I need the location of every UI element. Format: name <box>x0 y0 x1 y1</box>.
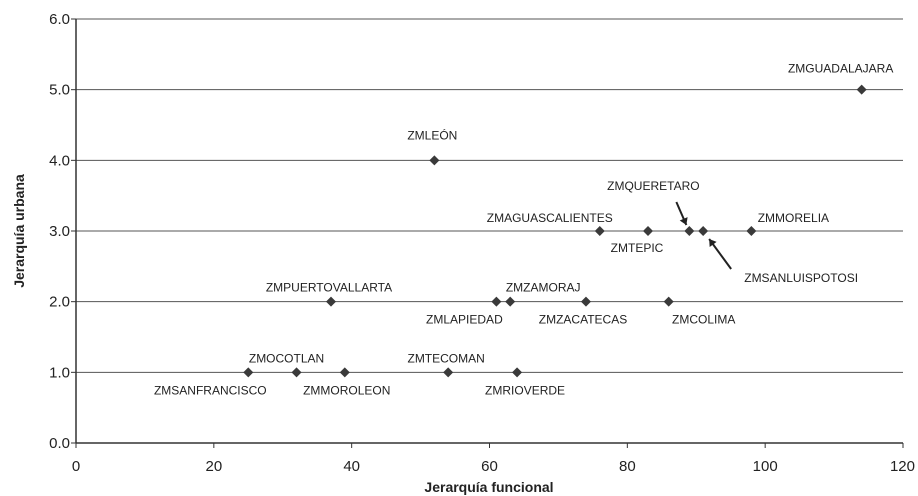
data-point-marker <box>243 367 254 378</box>
data-point-label: ZMAGUASCALIENTES <box>487 211 613 225</box>
data-point-label: ZMMORELIA <box>758 211 829 225</box>
x-tick-label: 40 <box>343 458 360 475</box>
data-point-marker <box>291 367 302 378</box>
y-tick-label: 0.0 <box>49 435 70 452</box>
grid-lines <box>76 18 903 373</box>
data-point-marker <box>429 155 440 166</box>
data-point-label: ZMOCOTLAN <box>249 351 324 365</box>
x-tick-label: 60 <box>481 458 498 475</box>
point-labels: ZMSANFRANCISCO ZMOCOTLAN ZMMOROLEON ZMTECOM… <box>154 62 893 398</box>
data-point-marker <box>856 84 867 95</box>
data-point-label: ZMZAMORAJ <box>506 281 581 295</box>
x-tick-label: 100 <box>753 458 778 475</box>
data-point-label: ZMSANLUISPOTOSI <box>744 271 858 285</box>
data-point-marker <box>505 296 516 307</box>
data-point-marker <box>594 226 605 236</box>
data-point-label: ZMMOROLEON <box>303 383 390 397</box>
data-point-marker <box>325 296 336 307</box>
y-tick-label: 6.0 <box>49 11 70 28</box>
data-point-label: ZMGUADALAJARA <box>788 62 893 76</box>
data-point-label: ZMTECOMAN <box>407 351 484 365</box>
y-axis-title: Jerarquía urbana <box>11 174 27 288</box>
data-point-label: ZMLAPIEDAD <box>426 313 503 327</box>
data-point-label: ZMZACATECAS <box>539 313 627 327</box>
data-point-marker <box>684 226 695 236</box>
data-point-marker <box>491 296 502 307</box>
data-point-marker <box>512 367 523 378</box>
data-point-marker <box>746 226 757 236</box>
data-point-label: ZMRIOVERDE <box>485 383 565 397</box>
y-tick-label: 1.0 <box>49 364 70 381</box>
arrow-head <box>709 239 717 247</box>
annotation-arrows <box>675 201 732 270</box>
data-point-marker <box>580 296 591 307</box>
data-point-marker <box>643 226 654 236</box>
x-tick-label: 20 <box>205 458 222 475</box>
x-tick-label: 0 <box>72 458 80 475</box>
data-point-label: ZMPUERTOVALLARTA <box>266 281 392 295</box>
data-point-label: ZMLEÓN <box>407 127 457 142</box>
x-axis-title: Jerarquía funcional <box>424 479 553 495</box>
data-point-label: ZMCOLIMA <box>672 313 735 327</box>
x-tick-label: 80 <box>619 458 636 475</box>
tick-labels: 0.0 1.0 2.0 3.0 4.0 5.0 6.0 0 20 40 60 80 100 120 <box>49 11 915 475</box>
x-tick-label: 120 <box>890 458 915 475</box>
y-tick-label: 5.0 <box>49 82 70 99</box>
data-point-label: ZMSANFRANCISCO <box>154 383 267 397</box>
data-point-label: ZMTEPIC <box>611 241 664 255</box>
arrow-head <box>679 217 688 225</box>
y-tick-label: 2.0 <box>49 294 70 311</box>
data-point-marker <box>663 296 674 307</box>
data-points <box>243 84 867 378</box>
y-tick-label: 3.0 <box>49 223 70 240</box>
data-point-label: ZMQUERETARO <box>607 179 699 193</box>
data-point-marker <box>339 367 350 378</box>
data-point-marker <box>443 367 454 378</box>
y-tick-label: 4.0 <box>49 152 70 169</box>
data-point-marker <box>698 226 709 236</box>
